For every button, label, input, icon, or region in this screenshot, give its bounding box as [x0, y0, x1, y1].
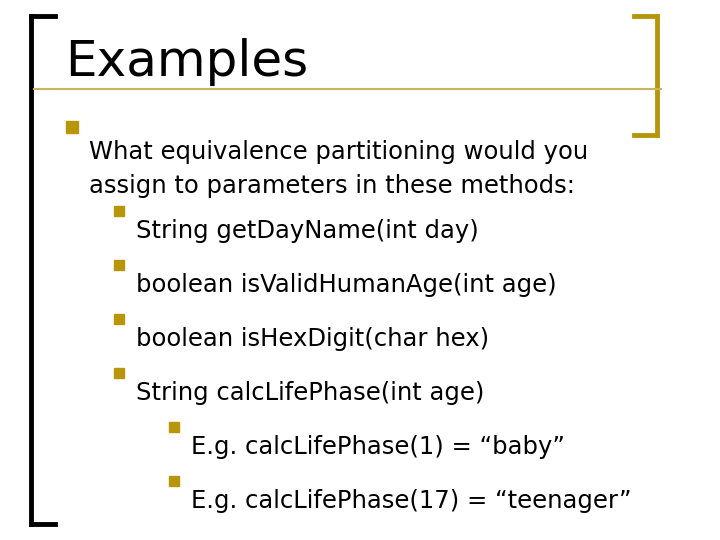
Text: String calcLifePhase(int age): String calcLifePhase(int age) [136, 381, 485, 404]
Text: E.g. calcLifePhase(17) = “teenager”: E.g. calcLifePhase(17) = “teenager” [191, 489, 631, 512]
Text: E.g. calcLifePhase(1) = “baby”: E.g. calcLifePhase(1) = “baby” [191, 435, 564, 458]
Text: boolean isHexDigit(char hex): boolean isHexDigit(char hex) [136, 327, 490, 350]
Text: String getDayName(int day): String getDayName(int day) [136, 219, 479, 242]
Text: What equivalence partitioning would you
assign to parameters in these methods:: What equivalence partitioning would you … [89, 140, 588, 198]
Text: Examples: Examples [65, 38, 308, 86]
Text: boolean isValidHumanAge(int age): boolean isValidHumanAge(int age) [136, 273, 557, 296]
